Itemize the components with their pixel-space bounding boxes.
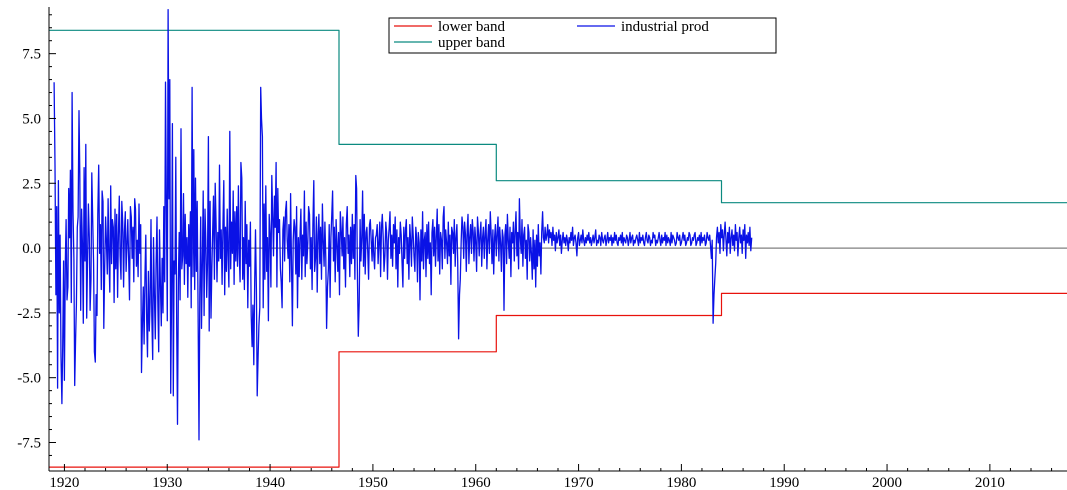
legend: lower band industrial prod upper band: [388, 17, 777, 54]
y-tick-label: -2.5: [17, 306, 41, 322]
y-tick-label: 2.5: [22, 176, 41, 192]
y-tick-label: 7.5: [22, 47, 41, 63]
x-tick-label: 1990: [769, 475, 799, 490]
legend-label-industrial-prod: industrial prod: [621, 19, 709, 35]
x-tick-label: 2000: [872, 475, 902, 490]
x-tick-label: 1980: [666, 475, 696, 490]
legend-label-upper-band: upper band: [438, 35, 506, 51]
x-tick-label: 1970: [564, 475, 594, 490]
x-tick-label: 1940: [255, 475, 285, 490]
x-tick-label: 1960: [461, 475, 491, 490]
x-tick-label: 1950: [358, 475, 388, 490]
x-tick-label: 2010: [975, 475, 1005, 490]
tick-layer: -7.5 -5.0 -2.5 0.0 2.5 5.0 7.5 1920 1930 1940 1950…: [17, 14, 1053, 490]
legend-label-lower-band: lower band: [438, 19, 506, 35]
y-tick-label: 0.0: [22, 241, 41, 257]
series-layer: [49, 8, 1067, 468]
y-tick-label: -7.5: [17, 435, 41, 451]
y-tick-label: -5.0: [17, 371, 41, 387]
legend-box: [388, 17, 777, 54]
series-line-lower-band: [49, 292, 1067, 468]
series-line-upper-band: [49, 29, 1067, 204]
y-tick-label: 5.0: [22, 111, 41, 127]
series-line-industrial-prod: [53, 8, 753, 441]
x-tick-label: 1930: [152, 475, 182, 490]
x-tick-label: 1920: [49, 475, 79, 490]
